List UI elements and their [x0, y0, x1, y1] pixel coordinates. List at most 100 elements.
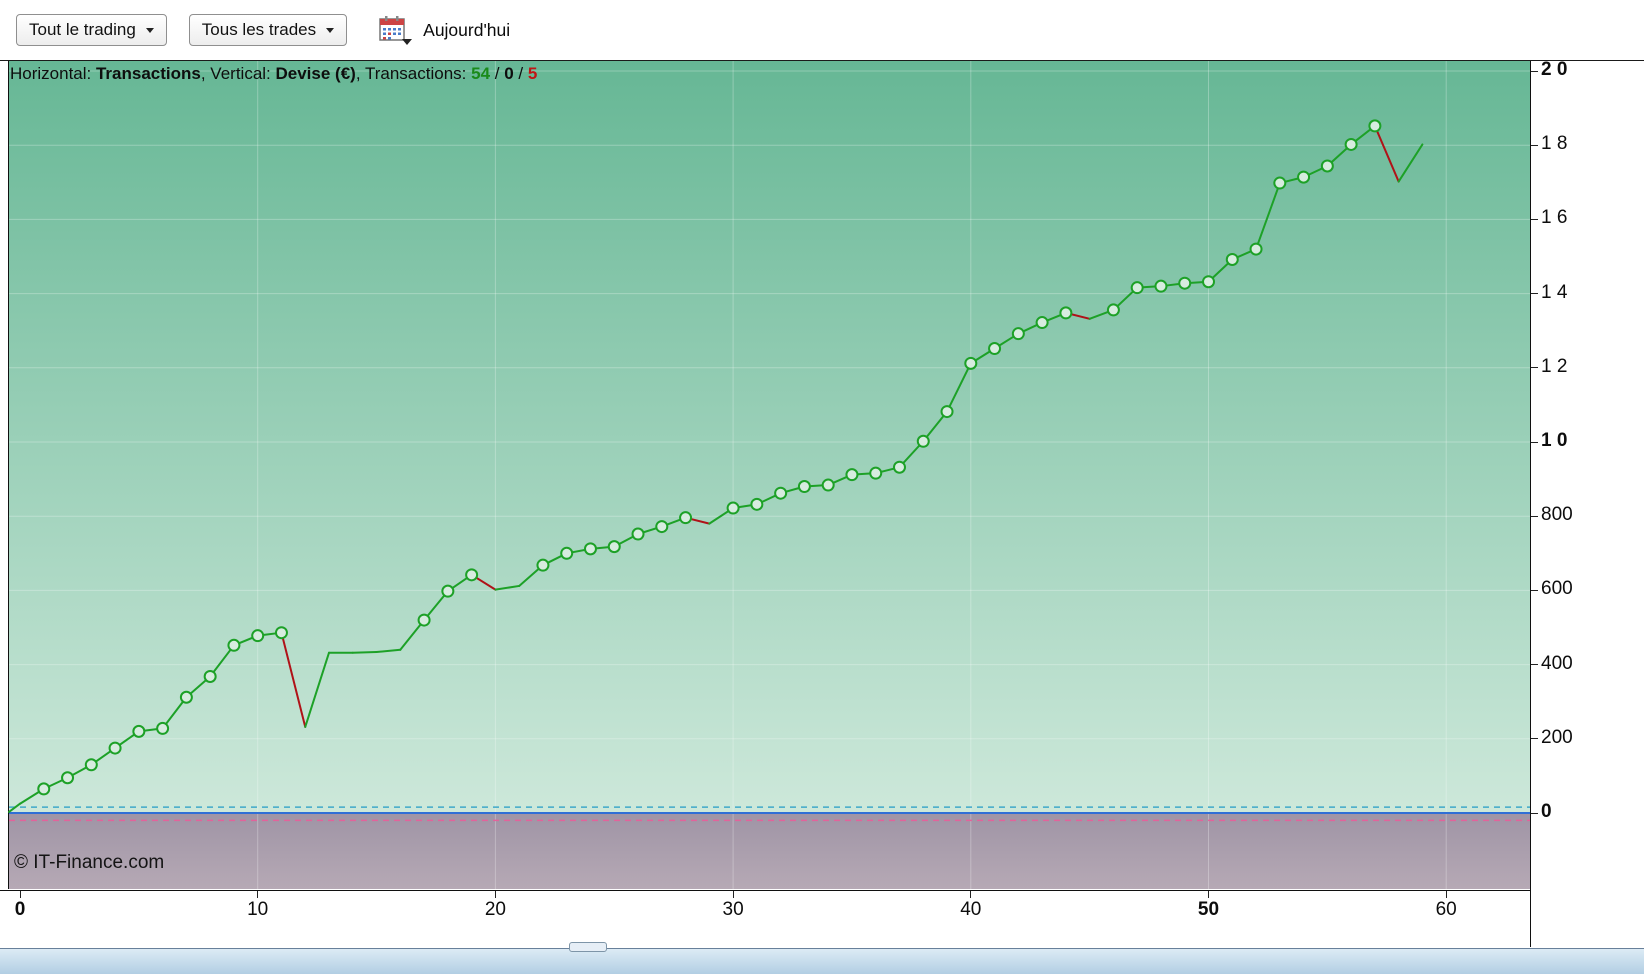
- x-axis-tick: [1445, 891, 1447, 898]
- trade-marker[interactable]: [655, 520, 669, 534]
- y-axis-label: 1 0: [1541, 430, 1568, 451]
- trade-marker[interactable]: [61, 771, 75, 785]
- y-axis-label: 600: [1541, 578, 1573, 600]
- trade-marker[interactable]: [465, 568, 479, 582]
- chart-info-bar: Horizontal: Transactions, Vertical: Devi…: [10, 64, 537, 84]
- trade-marker[interactable]: [1011, 327, 1025, 341]
- trade-marker[interactable]: [1273, 176, 1287, 190]
- trade-marker[interactable]: [750, 497, 764, 511]
- y-axis-tick: [1531, 293, 1538, 295]
- calendar-button[interactable]: [377, 14, 413, 46]
- y-axis-label: 200: [1541, 726, 1573, 748]
- x-axis-label: 40: [960, 899, 982, 920]
- trade-marker[interactable]: [583, 542, 597, 556]
- trade-marker[interactable]: [1320, 159, 1334, 173]
- y-axis-tick: [1531, 367, 1538, 369]
- horizontal-value: Transactions: [95, 64, 201, 83]
- trade-marker[interactable]: [108, 741, 122, 755]
- trade-marker[interactable]: [679, 511, 693, 525]
- trade-marker[interactable]: [1344, 137, 1358, 151]
- trade-marker[interactable]: [1225, 252, 1239, 266]
- trade-marker[interactable]: [821, 478, 835, 492]
- vertical-label: , Vertical:: [200, 64, 276, 83]
- horizontal-scrollbar[interactable]: [0, 942, 1644, 974]
- trade-marker[interactable]: [1059, 306, 1073, 320]
- equity-curve-chart: [8, 61, 1530, 889]
- trade-marker[interactable]: [988, 342, 1002, 356]
- trade-marker[interactable]: [1130, 281, 1144, 295]
- trade-marker[interactable]: [1178, 276, 1192, 290]
- trade-marker[interactable]: [1106, 303, 1120, 317]
- trade-marker[interactable]: [774, 486, 788, 500]
- trade-marker[interactable]: [1202, 275, 1215, 289]
- y-axis-label: 1 4: [1541, 281, 1568, 303]
- trade-marker[interactable]: [156, 721, 170, 735]
- x-axis-label: 60: [1435, 899, 1457, 920]
- period-dropdown[interactable]: Tout le trading: [16, 14, 167, 46]
- chevron-down-icon: [145, 27, 154, 33]
- losing-trades-count: 5: [527, 64, 538, 83]
- trade-marker[interactable]: [1035, 316, 1049, 330]
- x-axis-label: 30: [722, 899, 744, 920]
- trade-marker[interactable]: [845, 468, 859, 482]
- trade-marker[interactable]: [227, 638, 241, 652]
- trade-marker[interactable]: [916, 434, 930, 448]
- trade-marker[interactable]: [251, 629, 265, 643]
- x-axis-label: 20: [484, 899, 506, 920]
- winning-trades-count: 54: [471, 64, 491, 83]
- horizontal-label: Horizontal:: [10, 64, 96, 83]
- y-axis-label: 400: [1541, 652, 1573, 674]
- y-axis-label: 1 6: [1541, 207, 1568, 229]
- y-axis-label: 0: [1541, 801, 1552, 822]
- trade-marker[interactable]: [1249, 242, 1263, 256]
- toolbar: Tout le trading Tous les trades: [0, 0, 1644, 61]
- x-axis-tick: [19, 891, 21, 898]
- vertical-value: Devise (€): [275, 64, 356, 83]
- transactions-label: , Transactions:: [355, 64, 472, 83]
- neutral-trades-count: 0: [504, 64, 514, 83]
- chart-content: Horizontal: Transactions, Vertical: Devi…: [0, 59, 1644, 947]
- trade-marker[interactable]: [892, 460, 906, 474]
- trade-marker[interactable]: [179, 690, 193, 704]
- trade-marker[interactable]: [869, 466, 883, 480]
- x-axis-tick: [970, 891, 972, 898]
- trade-marker[interactable]: [132, 724, 146, 738]
- trade-marker[interactable]: [417, 613, 431, 627]
- y-axis-tick: [1531, 218, 1538, 220]
- trade-marker[interactable]: [607, 540, 621, 554]
- x-axis-label: 0: [14, 899, 26, 920]
- trade-marker[interactable]: [940, 405, 954, 419]
- trade-marker[interactable]: [203, 669, 217, 683]
- trade-marker[interactable]: [274, 626, 288, 640]
- trade-marker[interactable]: [797, 480, 811, 494]
- y-axis-tick: [1531, 812, 1538, 814]
- copyright: © IT-Finance.com: [14, 852, 165, 873]
- trade-marker[interactable]: [37, 782, 51, 796]
- x-axis-tick: [732, 891, 734, 898]
- trade-marker[interactable]: [84, 758, 98, 772]
- calendar-icon: [379, 16, 413, 45]
- x-axis-label: 10: [247, 899, 269, 920]
- y-axis-tick: [1531, 589, 1538, 591]
- trade-marker[interactable]: [726, 501, 740, 515]
- y-axis-tick: [1531, 738, 1538, 740]
- y-axis-label: 800: [1541, 504, 1573, 526]
- trades-filter-dropdown[interactable]: Tous les trades: [188, 14, 348, 46]
- trade-marker[interactable]: [631, 527, 645, 541]
- x-axis-tick: [494, 891, 496, 898]
- separator: /: [490, 64, 505, 83]
- trade-marker[interactable]: [536, 558, 550, 572]
- separator: /: [513, 64, 528, 83]
- x-axis-label: 50: [1197, 899, 1220, 920]
- today-label: Aujourd'hui: [423, 19, 511, 40]
- trade-marker[interactable]: [964, 356, 978, 370]
- trade-marker[interactable]: [1154, 279, 1168, 293]
- y-axis-tick: [1531, 664, 1538, 666]
- trade-marker[interactable]: [1297, 170, 1311, 184]
- y-axis-label: 2 0: [1541, 59, 1568, 80]
- trade-marker[interactable]: [441, 584, 455, 598]
- trade-marker[interactable]: [1368, 119, 1382, 133]
- y-axis-tick: [1531, 515, 1538, 517]
- trade-marker[interactable]: [560, 546, 574, 560]
- scrollbar-grip[interactable]: [569, 942, 607, 952]
